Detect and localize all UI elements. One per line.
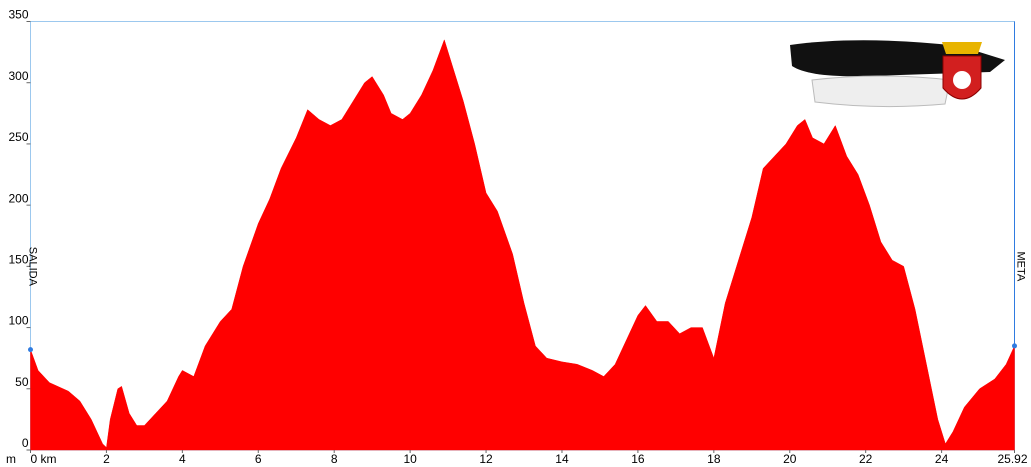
y-tick-label: 50 xyxy=(15,375,29,389)
x-tick-label: 0 km xyxy=(31,452,57,466)
x-tick-label: 4 xyxy=(179,452,186,466)
x-tick-label: 24 xyxy=(935,452,949,466)
x-tick-label: 20 xyxy=(783,452,797,466)
x-tick-label: 8 xyxy=(331,452,338,466)
x-tick-label: 12 xyxy=(479,452,493,466)
x-tick-label: 14 xyxy=(555,452,569,466)
elevation-area xyxy=(30,39,1015,451)
x-tick-label: 6 xyxy=(255,452,262,466)
x-tick-label: 10 xyxy=(403,452,417,466)
x-tick-label: 22 xyxy=(859,452,873,466)
logo xyxy=(790,40,1005,108)
logo-emblem xyxy=(953,71,971,89)
x-tick-label: 18 xyxy=(707,452,721,466)
plot xyxy=(28,21,1017,451)
y-tick-label: 0 xyxy=(22,436,29,450)
x-tick-label: 16 xyxy=(631,452,645,466)
x-tick-label: 2 xyxy=(103,452,110,466)
y-axis-label: m xyxy=(6,452,16,466)
y-tick-label: 150 xyxy=(8,253,28,267)
y-tick-label: 350 xyxy=(8,8,28,22)
y-tick-label: 300 xyxy=(8,69,28,83)
x-tick-label: 25.92 xyxy=(997,452,1027,466)
logo-band xyxy=(811,75,951,108)
y-tick-label: 200 xyxy=(8,191,28,205)
start-label: SALIDA xyxy=(27,247,39,287)
y-tick-label: 100 xyxy=(8,314,28,328)
y-tick-label: 250 xyxy=(8,130,28,144)
finish-label: META xyxy=(1015,251,1027,281)
endpoint xyxy=(28,347,33,353)
logo-crown xyxy=(942,42,982,54)
